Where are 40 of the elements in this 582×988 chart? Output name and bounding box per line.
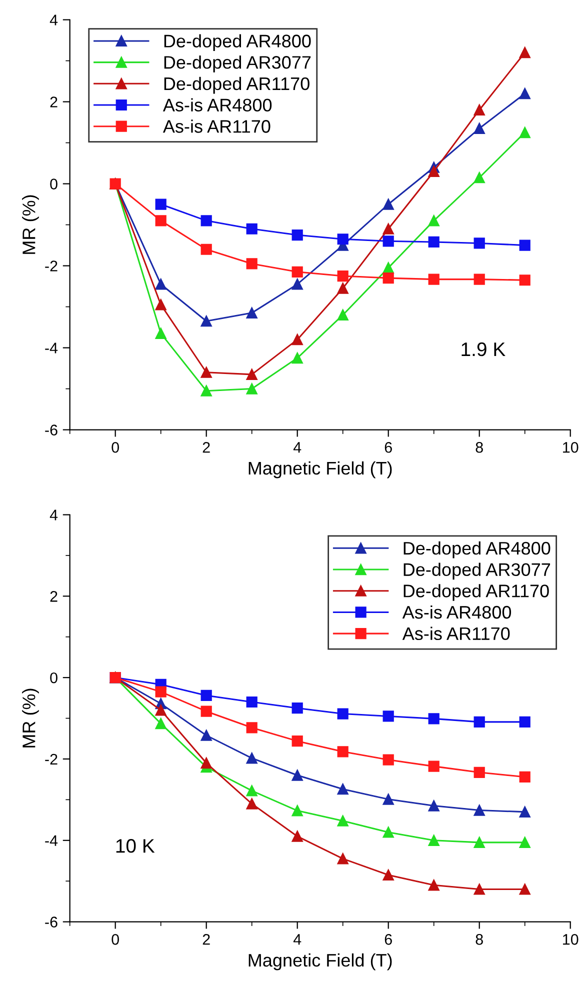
x-tick-label: 4 xyxy=(293,442,302,453)
y-axis-title: MR (%) xyxy=(22,195,39,254)
y-tick-label: 0 xyxy=(50,672,58,684)
x-tick-label: 6 xyxy=(384,442,392,453)
legend-label: De-doped AR1170 xyxy=(164,76,310,94)
x-tick-label: 10 xyxy=(563,934,578,945)
legend-label: De-doped AR3077 xyxy=(404,562,550,580)
y-axis-title: MR (%) xyxy=(22,688,39,748)
y-tick-label: -2 xyxy=(45,260,58,272)
y-tick-label: 2 xyxy=(50,96,58,108)
y-tick-label: 2 xyxy=(50,591,58,602)
x-tick-label: 2 xyxy=(202,934,210,945)
y-tick-label: -6 xyxy=(45,916,58,928)
y-tick-label: -4 xyxy=(45,835,58,846)
y-tick-label: -6 xyxy=(45,424,58,436)
y-tick-label: -4 xyxy=(45,342,58,354)
legend-label: As-is AR1170 xyxy=(162,120,270,133)
x-tick-label: 10 xyxy=(563,442,578,453)
x-tick-label: 2 xyxy=(202,442,210,453)
x-axis-title: Magnetic Field (T) xyxy=(248,953,392,970)
x-tick-label: 8 xyxy=(476,442,483,453)
x-tick-label: 6 xyxy=(384,934,392,945)
x-tick-label: 0 xyxy=(112,934,119,945)
x-axis-title: Magnetic Field (T) xyxy=(248,461,392,478)
x-tick-label: 8 xyxy=(476,934,483,945)
y-tick-label: 4 xyxy=(50,510,58,520)
y-tick-label: 0 xyxy=(50,178,58,190)
y-tick-label: 4 xyxy=(50,14,58,26)
x-tick-label: 4 xyxy=(293,934,302,945)
legend-label: De-doped AR3077 xyxy=(164,56,311,72)
y-tick-label: -2 xyxy=(45,754,58,765)
legend-label: De-doped AR4800 xyxy=(164,34,311,52)
legend-label: As-is AR1170 xyxy=(402,626,510,640)
annotation: 1.9 K xyxy=(462,342,506,356)
x-tick-label: 0 xyxy=(112,442,119,453)
legend-label: As-is AR4800 xyxy=(162,98,272,112)
legend-label: De-doped AR1170 xyxy=(404,584,549,601)
legend-label: As-is AR4800 xyxy=(402,605,512,619)
legend-label: De-doped AR4800 xyxy=(404,541,550,558)
annotation: 10 K xyxy=(116,839,155,853)
